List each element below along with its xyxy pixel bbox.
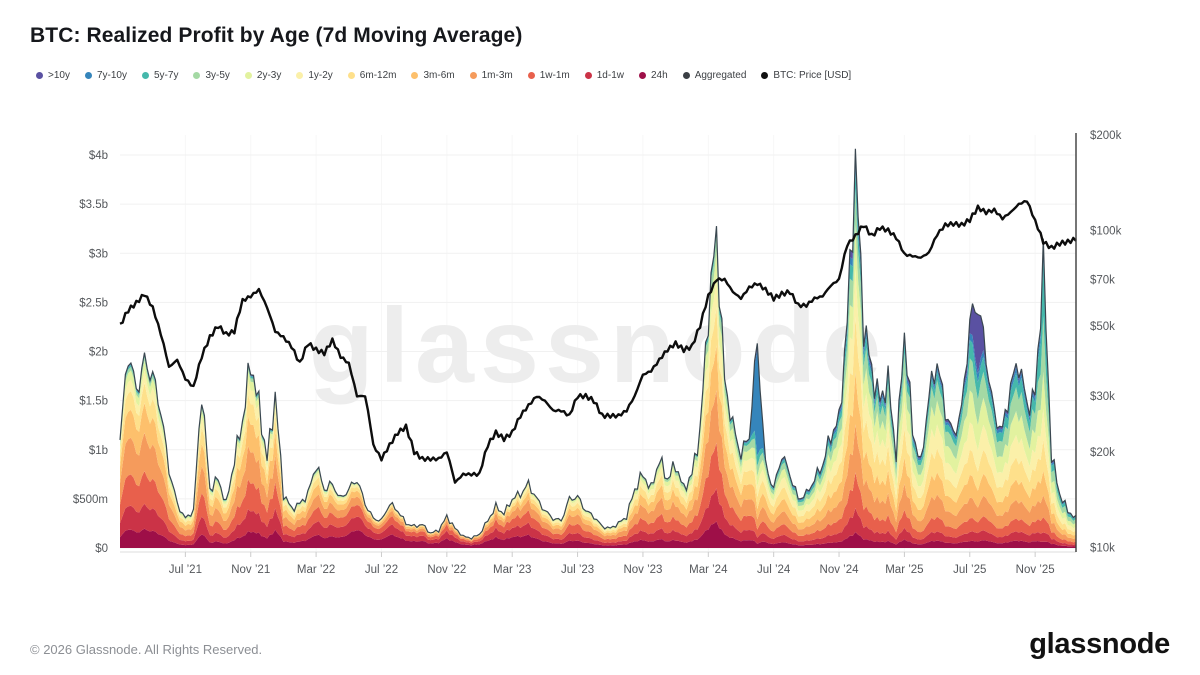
right-axis-tick-label: $70k (1090, 274, 1115, 286)
aggregated-line (119, 148, 1077, 540)
stacked-age-bands (120, 148, 1076, 548)
legend-swatch-dot (84, 72, 92, 79)
legend-item-1d-1w[interactable]: 1d-1w (584, 70, 624, 81)
legend-swatch-dot (296, 72, 304, 79)
right-axis-tick-label: $50k (1090, 321, 1115, 333)
legend-item-label: 24h (651, 70, 668, 81)
left-axis-tick-label: $2b (89, 347, 108, 359)
left-axis-tick-label: $500m (73, 494, 108, 506)
watermark-glassnode: glassnode (309, 287, 887, 405)
chart-legend: >10y 7y-10y 5y-7y 3y-5y 2y-3y 1y-2y 6m-12m 3m-6… (36, 70, 851, 81)
legend-item-1m-3m[interactable]: 1m-3m (469, 70, 513, 81)
legend-item-label: 7y-10y (96, 70, 127, 81)
legend-item-label: 6m-12m (359, 70, 397, 81)
left-axis-tick-label: $2.5b (79, 297, 108, 309)
legend-item-label: 3y-5y (205, 70, 230, 81)
x-axis-tick-label: Mar ’22 (297, 564, 335, 576)
legend-item-label: 1d-1w (596, 70, 624, 81)
legend-item-label: BTC: Price [USD] (773, 70, 852, 81)
legend-item-aggregated[interactable]: Aggregated (682, 70, 747, 81)
right-axis-tick-label: $200k (1090, 130, 1122, 142)
band-6m-12m (120, 306, 1076, 540)
right-axis-tick-label: $10k (1090, 542, 1115, 554)
x-axis-tick-label: Jul ’23 (561, 564, 594, 576)
x-axis-tick-label: Jul ’21 (169, 564, 202, 576)
band-1y-2y (120, 268, 1076, 540)
btc-price-line (119, 200, 1077, 484)
left-axis-tick-label: $1b (89, 445, 108, 457)
x-axis-tick-label: Nov ’25 (1016, 564, 1055, 576)
x-axis-tick-label: Jul ’22 (365, 564, 398, 576)
legend-swatch-dot (584, 72, 592, 79)
legend-item-label: 5y-7y (153, 70, 179, 81)
legend-swatch-dot (244, 72, 252, 79)
right-axis-tick-label: $30k (1090, 391, 1115, 403)
legend-swatch-dot (469, 72, 477, 79)
x-axis-tick-label: Nov ’24 (820, 564, 860, 576)
legend-item-label: 1y-2y (308, 70, 333, 81)
legend-swatch-dot (347, 72, 355, 79)
left-axis-tick-label: $3b (89, 248, 108, 260)
legend-swatch-dot (141, 72, 149, 79)
page-title: BTC: Realized Profit by Age (7d Moving A… (30, 24, 523, 47)
legend-item-24h[interactable]: 24h (639, 70, 668, 81)
x-axis-tick-label: Nov ’23 (623, 564, 662, 576)
x-axis-tick-label: Jul ’25 (953, 564, 986, 576)
legend-item-label: 3m-6m (423, 70, 455, 81)
legend-item-label: >10y (48, 70, 70, 81)
band-1d-1w (120, 488, 1076, 547)
legend-swatch-dot (193, 72, 201, 79)
axes: $4b $3.5b $3b $2.5b $2b $1.5b $1b $500m $0 $200k $… (73, 130, 1122, 576)
right-axis-tick-label: $100k (1090, 225, 1122, 237)
x-axis-tick-label: Nov ’22 (427, 564, 466, 576)
left-axis-tick-label: $0 (95, 543, 108, 555)
x-axis-tick-label: Mar ’25 (885, 564, 923, 576)
legend-item-6m-12m[interactable]: 6m-12m (347, 70, 397, 81)
left-axis-tick-label: $1.5b (79, 396, 108, 408)
legend-swatch-dot (527, 72, 535, 79)
legend-item-btc-price-usd-[interactable]: BTC: Price [USD] (761, 70, 851, 81)
legend-item-label: 1w-1m (539, 70, 570, 81)
legend-item-2y-3y[interactable]: 2y-3y (244, 70, 282, 81)
legend-item-1y-2y[interactable]: 1y-2y (296, 70, 333, 81)
x-axis-tick-label: Mar ’23 (493, 564, 531, 576)
legend-item-3y-5y[interactable]: 3y-5y (193, 70, 230, 81)
legend-item-7y-10y[interactable]: 7y-10y (84, 70, 127, 81)
x-axis-tick-label: Jul ’24 (757, 564, 791, 576)
legend-swatch-dot (411, 72, 419, 79)
copyright-text: © 2026 Glassnode. All Rights Reserved. (30, 642, 263, 657)
band-3m-6m (120, 345, 1076, 541)
legend-item--10y[interactable]: >10y (36, 70, 70, 81)
x-axis-tick-label: Nov ’21 (231, 564, 270, 576)
right-axis-tick-label: $20k (1090, 447, 1115, 459)
band-1m-3m (120, 390, 1076, 543)
glassnode-logo: glassnode (1029, 628, 1170, 660)
legend-swatch-dot (639, 72, 646, 79)
band-24h (120, 521, 1076, 548)
legend-item-label: Aggregated (694, 70, 747, 81)
legend-swatch-dot (761, 72, 769, 79)
legend-item-label: 1m-3m (481, 70, 513, 81)
left-axis-tick-label: $4b (89, 150, 108, 162)
legend-item-1w-1m[interactable]: 1w-1m (527, 70, 570, 81)
x-axis-tick-label: Mar ’24 (689, 564, 728, 576)
legend-swatch-dot (682, 72, 690, 79)
legend-item-5y-7y[interactable]: 5y-7y (141, 70, 179, 81)
left-axis-tick-label: $3.5b (79, 199, 108, 211)
legend-swatch-dot (36, 72, 43, 79)
legend-item-3m-6m[interactable]: 3m-6m (411, 70, 455, 81)
legend-item-label: 2y-3y (256, 70, 282, 81)
